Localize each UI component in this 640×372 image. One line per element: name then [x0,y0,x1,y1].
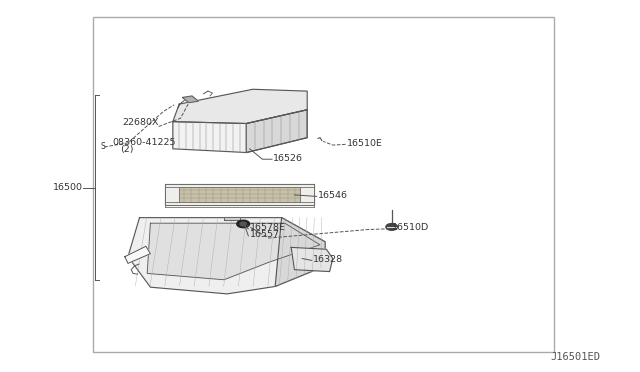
Text: 16328: 16328 [313,255,343,264]
Bar [165,184,179,205]
Polygon shape [182,96,198,103]
Circle shape [237,220,250,228]
Bar [165,184,314,205]
Text: 16578E: 16578E [250,223,285,232]
Bar [165,202,314,205]
Polygon shape [291,247,333,272]
Text: 16510D: 16510D [392,223,429,232]
Text: S: S [100,142,105,151]
Text: 08360-41225: 08360-41225 [112,138,175,147]
Bar [165,184,314,187]
Text: 16510E: 16510E [347,139,383,148]
Polygon shape [275,218,325,286]
Text: J16501ED: J16501ED [550,352,600,362]
Circle shape [386,224,397,230]
Polygon shape [224,217,240,220]
Text: 16526: 16526 [273,154,303,163]
Bar [300,184,314,205]
Text: 16500: 16500 [52,183,83,192]
Circle shape [240,222,246,226]
Polygon shape [125,246,150,263]
Polygon shape [173,110,307,153]
Text: 16557: 16557 [250,230,280,239]
Text: 22680X: 22680X [122,118,159,126]
Bar [93,17,554,352]
Polygon shape [246,110,307,153]
Polygon shape [128,218,325,294]
Polygon shape [173,89,307,124]
Polygon shape [147,223,320,280]
Text: (2): (2) [120,145,134,154]
Text: 16546: 16546 [318,191,348,200]
